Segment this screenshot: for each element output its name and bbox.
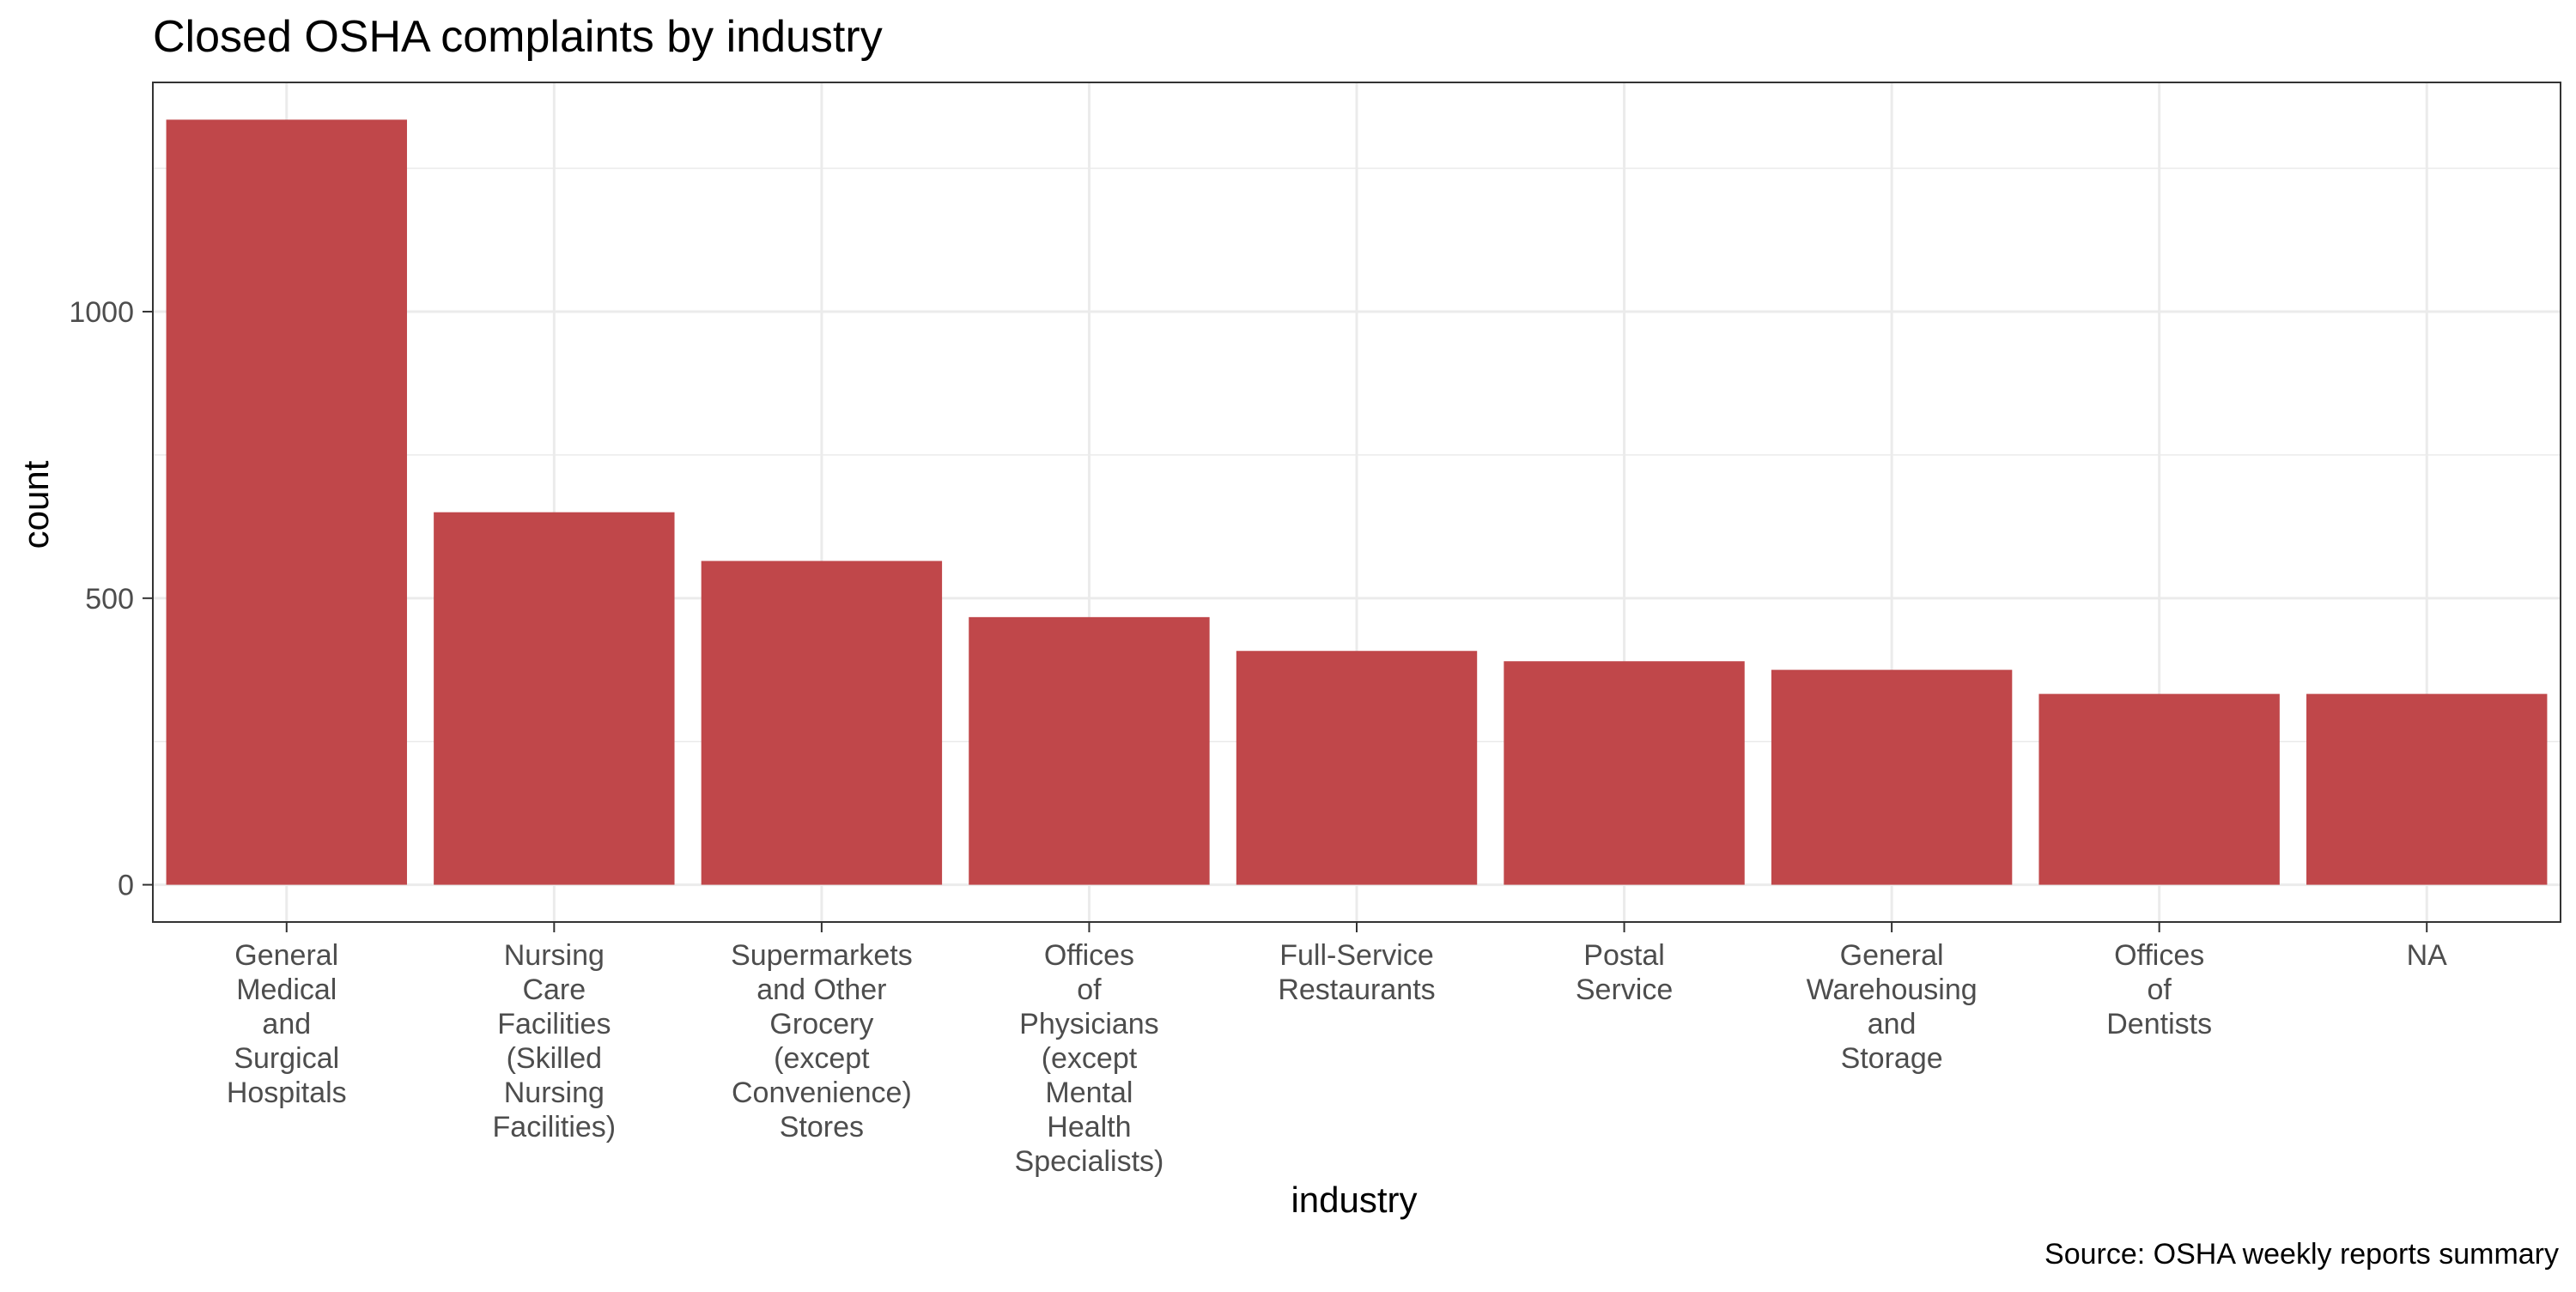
chart-title: Closed OSHA complaints by industry [153, 12, 883, 62]
bar [434, 512, 675, 885]
x-tick-label: General Warehousing and Storage [1807, 939, 1978, 1075]
x-tick-label: Offices of Physicians (except Mental Health Sp… [1015, 939, 1164, 1178]
bar [2306, 694, 2548, 885]
bar [1504, 661, 1745, 885]
x-axis-title: industry [1291, 1180, 1417, 1220]
x-tick-label: Supermarkets and Other Grocery (except Conve… [731, 939, 913, 1143]
y-axis-title: count [15, 460, 56, 549]
y-tick-label: 500 [85, 583, 134, 616]
axes: 0 500 1000 General Medical and Surgical Hospita… [69, 296, 2447, 1178]
x-tick-label: General Medical and Surgical Hospitals [227, 939, 347, 1109]
bar [1236, 651, 1478, 885]
x-tick-label: Full-Service Restaurants [1278, 939, 1435, 1006]
bar [1771, 670, 2013, 885]
bar [166, 119, 407, 885]
x-tick-label: Nursing Care Facilities (Skilled Nursing Faci… [493, 939, 617, 1143]
bar [2038, 694, 2280, 885]
x-tick-label: Offices of Dentists [2106, 939, 2212, 1040]
bars [166, 119, 2548, 885]
x-tick-label: Postal Service [1576, 939, 1673, 1006]
y-tick-label: 0 [118, 870, 134, 902]
source-caption: Source: OSHA weekly reports summary [2044, 1238, 2559, 1271]
y-tick-label: 1000 [69, 296, 134, 329]
x-tick-label: NA [2407, 939, 2448, 972]
bar [701, 561, 943, 885]
bar [969, 616, 1210, 885]
